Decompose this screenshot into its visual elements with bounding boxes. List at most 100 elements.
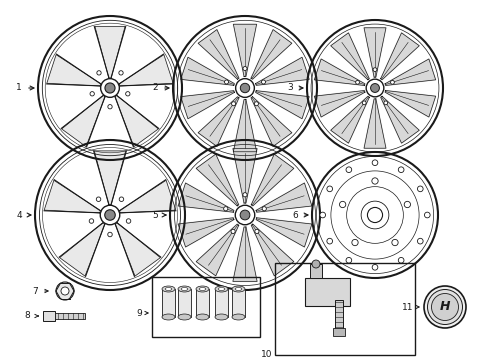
Circle shape — [56, 282, 74, 300]
Bar — [305, 278, 350, 306]
Circle shape — [108, 104, 112, 109]
Circle shape — [97, 71, 101, 75]
Text: 11: 11 — [401, 302, 413, 311]
Polygon shape — [256, 91, 309, 119]
Polygon shape — [119, 55, 173, 86]
Polygon shape — [233, 24, 257, 77]
Circle shape — [223, 207, 228, 211]
Circle shape — [392, 239, 398, 246]
Polygon shape — [178, 183, 234, 212]
Bar — [215, 289, 228, 317]
Ellipse shape — [218, 288, 225, 291]
Circle shape — [231, 229, 235, 234]
Polygon shape — [385, 59, 436, 85]
Ellipse shape — [432, 293, 459, 320]
Polygon shape — [233, 227, 257, 282]
Circle shape — [352, 239, 358, 246]
Polygon shape — [331, 96, 369, 143]
Polygon shape — [196, 154, 239, 206]
Text: H: H — [440, 301, 450, 314]
Polygon shape — [256, 183, 312, 212]
Circle shape — [126, 219, 131, 223]
Circle shape — [362, 101, 366, 105]
Bar — [196, 289, 209, 317]
Circle shape — [262, 207, 267, 211]
Bar — [178, 289, 191, 317]
Polygon shape — [60, 223, 105, 276]
Text: 9: 9 — [136, 309, 142, 318]
Circle shape — [61, 287, 69, 295]
Polygon shape — [233, 99, 257, 152]
Ellipse shape — [199, 288, 206, 291]
Circle shape — [398, 257, 404, 263]
Ellipse shape — [178, 286, 191, 292]
Text: 1: 1 — [16, 84, 22, 93]
Polygon shape — [251, 97, 292, 147]
Circle shape — [105, 83, 115, 93]
Polygon shape — [251, 30, 292, 79]
Polygon shape — [233, 149, 257, 203]
Polygon shape — [44, 180, 100, 213]
Circle shape — [372, 265, 378, 270]
Circle shape — [100, 205, 120, 225]
Ellipse shape — [196, 314, 209, 320]
Circle shape — [346, 167, 352, 172]
Polygon shape — [47, 55, 101, 86]
Polygon shape — [196, 224, 239, 276]
Bar — [232, 289, 245, 317]
Ellipse shape — [215, 314, 228, 320]
Circle shape — [372, 160, 378, 166]
Circle shape — [356, 80, 360, 84]
Text: 2: 2 — [152, 84, 158, 93]
Bar — [275, 263, 415, 355]
Polygon shape — [331, 33, 369, 80]
Text: 3: 3 — [287, 84, 293, 93]
Circle shape — [243, 67, 247, 71]
Polygon shape — [381, 33, 419, 80]
Bar — [162, 289, 175, 317]
Ellipse shape — [165, 288, 172, 291]
Polygon shape — [385, 90, 436, 117]
Bar — [43, 311, 55, 321]
Circle shape — [417, 186, 423, 192]
Circle shape — [398, 167, 404, 172]
Circle shape — [243, 193, 247, 197]
Polygon shape — [256, 57, 309, 85]
Polygon shape — [115, 95, 158, 147]
Circle shape — [391, 80, 394, 84]
Ellipse shape — [215, 286, 228, 292]
Ellipse shape — [196, 286, 209, 292]
Bar — [55, 313, 85, 319]
Text: 10: 10 — [261, 350, 272, 359]
Polygon shape — [315, 59, 365, 85]
Circle shape — [312, 260, 320, 268]
Ellipse shape — [424, 286, 466, 328]
Circle shape — [232, 102, 236, 106]
Bar — [333, 328, 345, 336]
Circle shape — [417, 238, 423, 244]
Polygon shape — [198, 30, 239, 79]
Circle shape — [346, 257, 352, 263]
Polygon shape — [181, 57, 234, 85]
Circle shape — [90, 92, 95, 96]
Circle shape — [384, 101, 388, 105]
Circle shape — [368, 207, 383, 222]
Circle shape — [327, 186, 333, 192]
Circle shape — [320, 212, 325, 218]
Circle shape — [100, 78, 120, 97]
Circle shape — [105, 210, 115, 220]
Ellipse shape — [427, 289, 463, 324]
Circle shape — [240, 210, 250, 220]
Polygon shape — [181, 91, 234, 119]
Circle shape — [97, 197, 101, 202]
Polygon shape — [251, 154, 294, 206]
Circle shape — [240, 83, 250, 93]
Polygon shape — [251, 224, 294, 276]
Circle shape — [262, 80, 266, 84]
Polygon shape — [256, 218, 312, 247]
Bar — [152, 277, 260, 337]
Ellipse shape — [178, 314, 191, 320]
Polygon shape — [364, 99, 386, 148]
Polygon shape — [95, 26, 125, 78]
Circle shape — [373, 68, 377, 72]
